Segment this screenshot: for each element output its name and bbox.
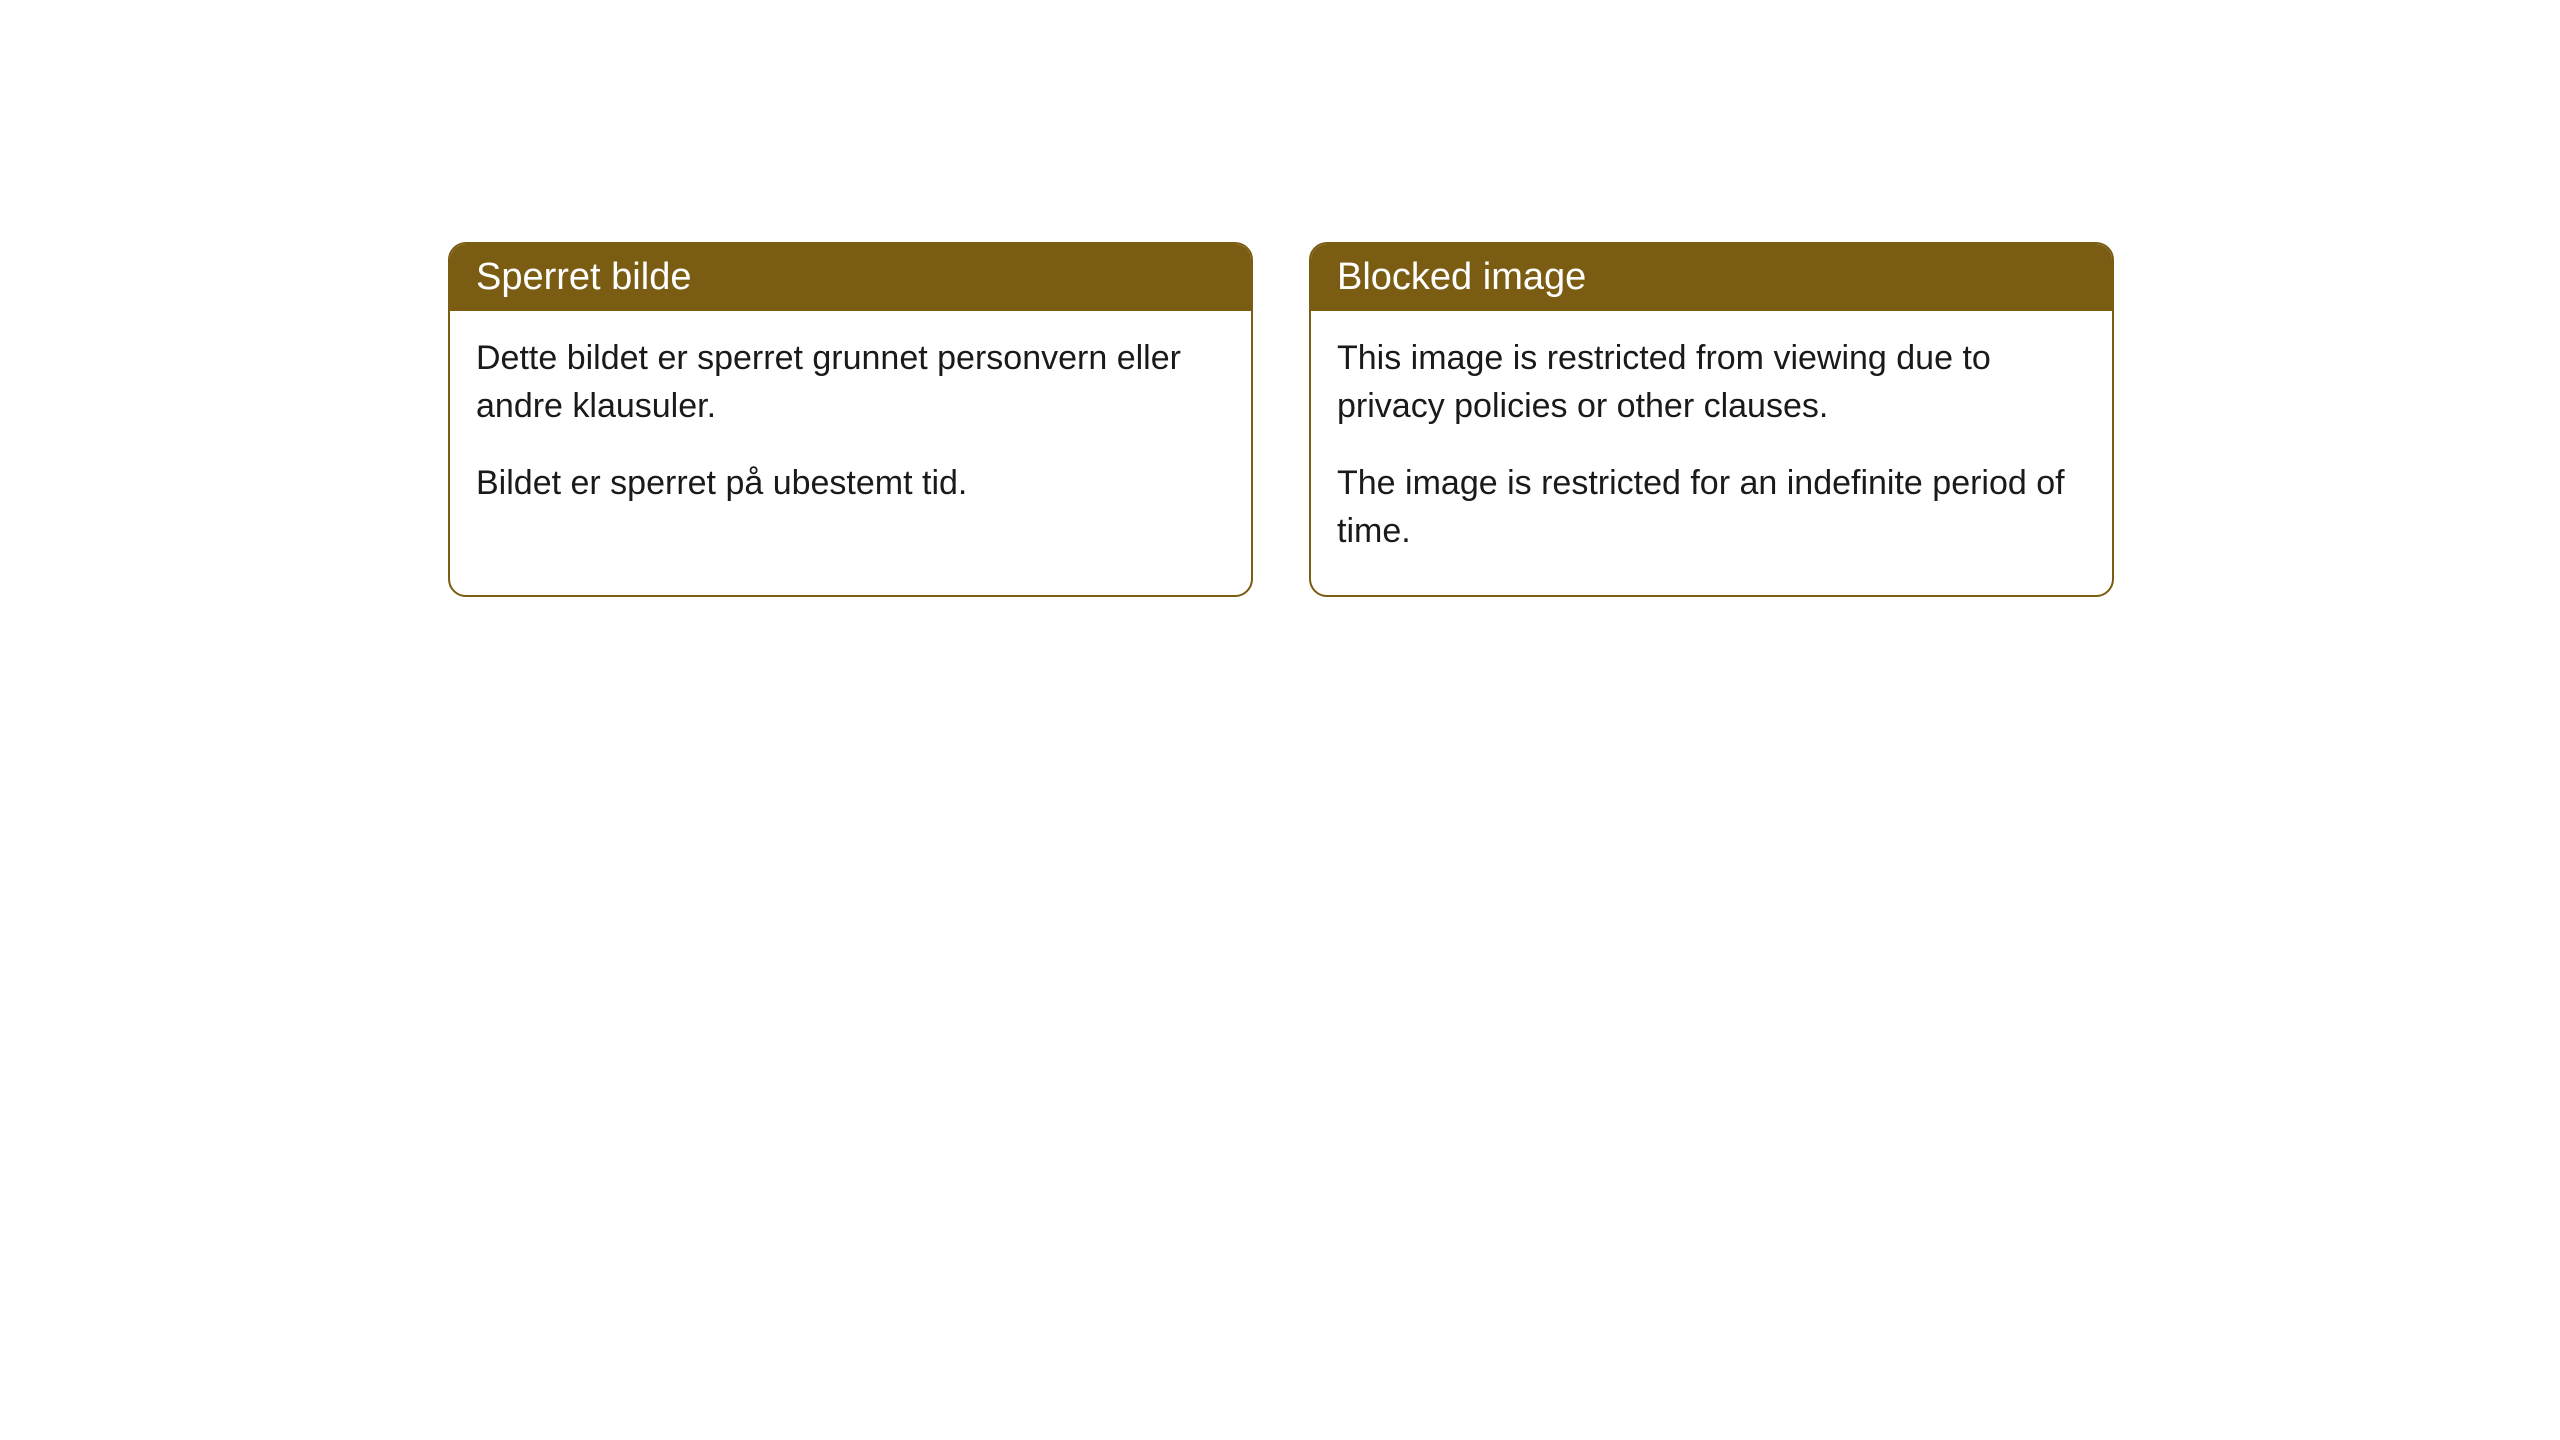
card-paragraph: Dette bildet er sperret grunnet personve… (476, 335, 1225, 430)
card-paragraph: This image is restricted from viewing du… (1337, 335, 2086, 430)
card-body: This image is restricted from viewing du… (1311, 311, 2112, 595)
card-title: Blocked image (1337, 256, 1586, 298)
notice-card-norwegian: Sperret bilde Dette bildet er sperret gr… (448, 242, 1253, 597)
card-paragraph: Bildet er sperret på ubestemt tid. (476, 460, 1225, 508)
notice-cards-container: Sperret bilde Dette bildet er sperret gr… (448, 242, 2114, 597)
card-body: Dette bildet er sperret grunnet personve… (450, 311, 1251, 548)
notice-card-english: Blocked image This image is restricted f… (1309, 242, 2114, 597)
card-header: Blocked image (1311, 244, 2112, 311)
card-paragraph: The image is restricted for an indefinit… (1337, 460, 2086, 555)
card-title: Sperret bilde (476, 256, 691, 298)
card-header: Sperret bilde (450, 244, 1251, 311)
